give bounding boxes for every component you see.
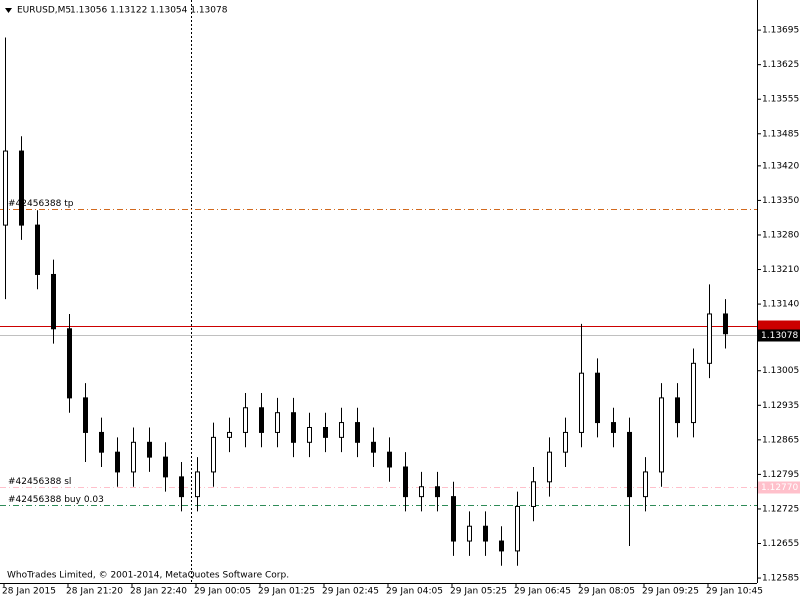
candle-body [419,486,424,498]
candle-body [403,466,408,498]
x-tick-label: 28 Jan 2015 [2,587,56,597]
y-tick-label: 1.13210 [762,265,799,275]
x-tick-label: 29 Jan 06:45 [514,587,571,597]
candle-body [83,397,88,433]
candle-body [195,471,200,498]
candle-body [579,372,584,433]
order-label: #42456388 buy 0.03 [8,495,104,505]
copyright: WhoTrades Limited, © 2001-2014, MetaQuot… [7,571,289,581]
y-tick-label: 1.12795 [762,470,799,480]
candle-body [163,456,168,478]
y-tick-label: 1.13695 [762,26,799,36]
x-tick-label: 29 Jan 08:05 [578,587,635,597]
candle-body [243,407,248,433]
candle-body [291,412,296,443]
y-tick-label: 1.13625 [762,60,799,70]
candle-body [115,451,120,473]
dropdown-icon[interactable] [5,8,12,13]
candle-body [387,451,392,468]
y-tick-label: 1.12725 [762,504,799,514]
candle-body [3,150,8,226]
candle-body [435,486,440,498]
candle-body [147,441,152,458]
candle-body [339,422,344,438]
candle-body [67,328,72,399]
x-tick-label: 29 Jan 04:05 [386,587,443,597]
x-tick-label: 28 Jan 21:20 [66,587,123,597]
candle-body [611,422,616,433]
y-tick-label: 1.12585 [762,574,799,584]
quote: 1.13056 1.13122 1.13054 1.13078 [70,6,228,16]
candle-body [19,150,24,226]
x-tick-label: 29 Jan 01:25 [258,587,315,597]
x-tick-label: 29 Jan 02:45 [322,587,379,597]
symbol: EURUSD,M5 [17,6,71,16]
price-tag-label: 1.12770 [761,483,798,493]
candle-body [179,476,184,498]
y-tick-label: 1.13555 [762,95,799,105]
candle-body [547,451,552,483]
candle-body [467,525,472,542]
x-tick-label: 29 Jan 09:25 [642,587,699,597]
candle-body [691,362,696,424]
y-tick-label: 1.13280 [762,230,799,240]
y-tick-label: 1.13140 [762,300,799,310]
x-tick-label: 29 Jan 00:05 [194,587,251,597]
x-tick-label: 29 Jan 05:25 [450,587,507,597]
candle-body [99,431,104,453]
y-tick-label: 1.13350 [762,196,799,206]
candle-body [227,431,232,438]
candle-body [323,427,328,438]
bid-tag-label: 1.13078 [761,331,798,341]
y-tick-label: 1.12655 [762,539,799,549]
x-tick-label: 29 Jan 10:45 [706,587,763,597]
candle-body [723,313,728,335]
candle-body [515,505,520,552]
y-tick-label: 1.13485 [762,129,799,139]
candle-body [451,496,456,542]
candle-body [643,471,648,498]
candle-body [659,397,664,473]
candle-body [483,525,488,542]
order-label: #42456388 tp [8,199,74,209]
x-tick-label: 28 Jan 22:40 [130,587,187,597]
candle-body [35,224,40,275]
candle-body [563,431,568,453]
y-tick-label: 1.13420 [762,161,799,171]
candle-body [531,481,536,507]
order-label: #42456388 sl [8,477,71,487]
candle-body [131,441,136,473]
candle-body [499,540,504,552]
candle-body [627,431,632,498]
candle-body [675,397,680,424]
y-tick-label: 1.12865 [762,435,799,445]
candle-body [259,407,264,433]
candle-body [211,436,216,473]
y-tick-label: 1.12935 [762,401,799,411]
candle-body [275,412,280,433]
candle-body [355,422,360,443]
candle-body [595,372,600,424]
bid-tag [758,329,800,342]
candle-body [371,441,376,453]
candle-body [707,313,712,364]
price-tag [758,481,800,494]
candle-body [51,273,56,330]
y-tick-label: 1.13005 [762,366,799,376]
candle-body [307,427,312,443]
